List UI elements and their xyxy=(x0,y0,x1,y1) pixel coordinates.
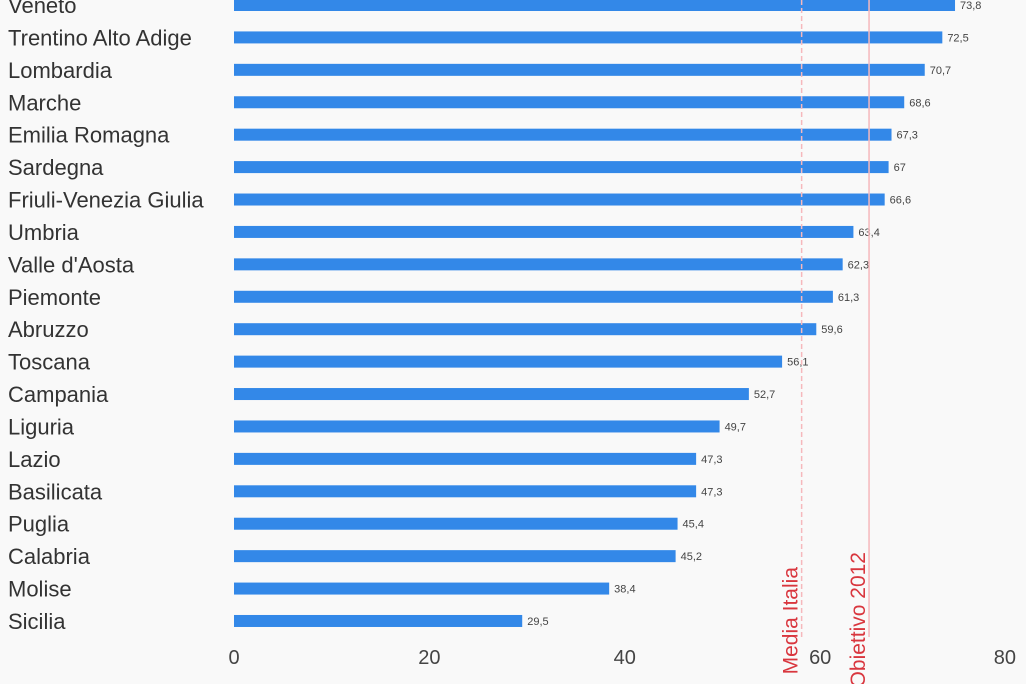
value-label: 49,7 xyxy=(725,421,746,433)
bar xyxy=(234,614,523,627)
x-tick-label: 20 xyxy=(418,647,440,669)
bar xyxy=(234,128,892,141)
category-label: Sardegna xyxy=(8,155,104,180)
category-label: Veneto xyxy=(8,0,77,18)
bar xyxy=(234,420,720,433)
value-label: 56,1 xyxy=(787,357,808,369)
bar xyxy=(234,485,697,498)
category-label: Trentino Alto Adige xyxy=(8,25,192,50)
category-label: Calabria xyxy=(8,544,91,569)
value-label: 66,6 xyxy=(890,195,911,207)
value-label: 68,6 xyxy=(909,97,930,109)
value-label: 67 xyxy=(894,162,906,174)
category-label: Liguria xyxy=(8,414,75,439)
bar xyxy=(234,161,889,174)
bar xyxy=(234,31,943,44)
x-tick-label: 60 xyxy=(809,647,831,669)
category-label: Campania xyxy=(8,382,109,407)
category-label: Toscana xyxy=(8,350,91,375)
bar xyxy=(234,355,783,368)
bar xyxy=(234,452,697,465)
bar xyxy=(234,0,956,11)
category-label: Sicilia xyxy=(8,609,66,634)
value-label: 59,6 xyxy=(821,324,842,336)
value-label: 73,8 xyxy=(960,0,981,12)
bar xyxy=(234,290,833,303)
category-label: Emilia Romagna xyxy=(8,123,170,148)
category-label: Lombardia xyxy=(8,58,113,83)
bar xyxy=(234,582,610,595)
bar xyxy=(234,225,854,238)
category-label: Molise xyxy=(8,577,72,602)
value-label: 45,2 xyxy=(681,551,702,563)
category-label: Marche xyxy=(8,90,81,115)
reference-label: Media Italia xyxy=(780,567,803,675)
category-label: Valle d'Aosta xyxy=(8,252,135,277)
category-label: Umbria xyxy=(8,220,80,245)
bar xyxy=(234,258,843,271)
value-label: 47,3 xyxy=(701,454,722,466)
value-label: 29,5 xyxy=(527,616,548,628)
bar xyxy=(234,63,925,76)
x-tick-label: 40 xyxy=(614,647,636,669)
value-label: 61,3 xyxy=(838,292,859,304)
value-label: 38,4 xyxy=(614,584,635,596)
category-label: Friuli-Venezia Giulia xyxy=(8,188,204,213)
x-tick-label: 80 xyxy=(994,647,1016,669)
category-label: Basilicata xyxy=(8,479,103,504)
category-label: Lazio xyxy=(8,447,61,472)
value-label: 47,3 xyxy=(701,486,722,498)
value-label: 72,5 xyxy=(947,32,968,44)
value-label: 67,3 xyxy=(897,130,918,142)
x-tick-label: 0 xyxy=(228,647,239,669)
bar xyxy=(234,550,676,563)
value-label: 70,7 xyxy=(930,65,951,77)
bar xyxy=(234,388,749,401)
value-label: 52,7 xyxy=(754,389,775,401)
bar xyxy=(234,323,817,336)
value-label: 45,4 xyxy=(683,519,704,531)
bar xyxy=(234,193,885,206)
bar xyxy=(234,96,905,109)
category-label: Puglia xyxy=(8,512,70,537)
value-label: 62,3 xyxy=(848,259,869,271)
category-label: Piemonte xyxy=(8,285,101,310)
reference-label: Obiettivo 2012 xyxy=(847,552,870,684)
category-label: Abruzzo xyxy=(8,317,89,342)
bar xyxy=(234,517,678,530)
